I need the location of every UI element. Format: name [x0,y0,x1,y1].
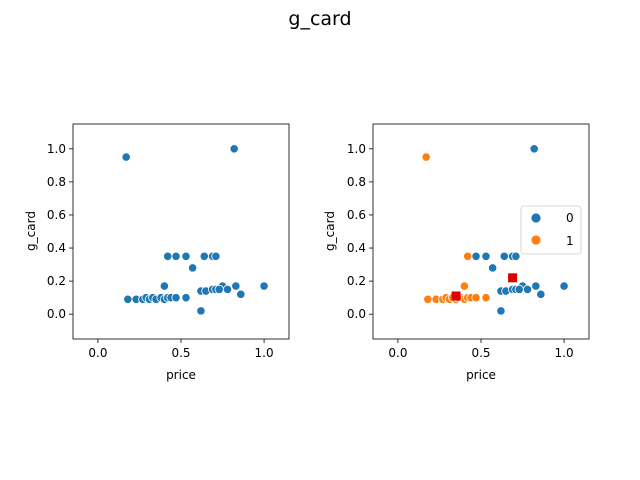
data-point-series-0 [514,284,524,294]
data-point-series-0 [259,281,269,291]
y-axis-label-left: g_card [24,211,38,251]
data-point-series-0 [171,251,181,261]
data-point-series-0 [471,251,481,261]
data-point-series-0 [222,284,233,294]
data-point-series-0 [481,251,491,261]
data-point-series-0 [229,144,239,154]
y-ticks-right: 0.0 0.2 0.4 0.6 0.8 1.0 [347,142,373,321]
centroids-layer-right [451,273,518,301]
data-point-series-0 [171,293,181,303]
data-point-series-1 [471,293,481,303]
y-axis-label-right: g_card [323,211,337,251]
data-point-series-0 [123,294,133,304]
y-tick-label: 0.4 [47,241,66,255]
data-point-series-0 [199,251,209,261]
y-tick-label: 0.4 [347,241,366,255]
x-tick-label: 0.5 [171,346,190,360]
data-point-series-0 [211,251,221,261]
x-ticks-left: 0.0 0.5 1.0 [88,339,274,360]
y-tick-label: 0.8 [347,175,366,189]
figure-title: g_card [288,8,351,30]
plot-frame-right [372,123,590,340]
x-tick-label: 0.0 [88,346,107,360]
legend-label-1: 1 [566,234,574,248]
x-axis-label-right: price [466,368,496,382]
data-point-series-0 [522,284,533,294]
data-point-series-0 [531,281,541,291]
data-point-series-0 [214,284,224,294]
data-point-series-0 [121,152,131,162]
data-point-series-0 [496,306,506,316]
y-tick-label: 0.6 [347,208,366,222]
data-point-series-1 [463,251,473,261]
data-point-series-0 [236,289,246,299]
y-tick-label: 0.8 [47,175,66,189]
y-ticks-left: 0.0 0.2 0.4 0.6 0.8 1.0 [47,142,73,321]
data-point-series-0 [196,306,206,316]
centroid-marker [508,273,518,283]
x-tick-label: 0.5 [471,346,490,360]
data-point-series-0 [188,263,198,273]
data-point-series-0 [511,251,521,261]
x-axis-label-left: price [166,368,196,382]
x-ticks-right: 0.0 0.5 1.0 [388,339,574,360]
y-tick-label: 0.2 [347,274,366,288]
plot-frame-left [72,123,290,340]
plot-area-left [73,124,289,339]
data-point-series-0 [231,281,241,291]
y-tick-label: 0.6 [47,208,66,222]
data-point-series-0 [488,263,498,273]
data-point-series-0 [181,251,191,261]
x-tick-label: 0.0 [388,346,407,360]
y-tick-label: 1.0 [47,142,66,156]
centroid-marker [451,291,461,301]
x-tick-label: 1.0 [255,346,274,360]
x-tick-label: 1.0 [555,346,574,360]
data-point-series-0 [181,293,191,303]
data-point-series-1 [423,294,433,304]
data-point-series-0 [163,251,173,261]
legend: 0 1 [520,205,582,255]
scatter-plot-left: 0.0 0.5 1.0 0.0 0.2 0.4 0.6 0.8 1.0 price g_car… [24,123,290,382]
legend-marker-0 [530,212,542,224]
y-tick-label: 1.0 [347,142,366,156]
points-layer-left [121,144,269,316]
data-point-series-0 [536,289,546,299]
data-point-series-0 [529,144,539,154]
data-point-series-1 [481,293,491,303]
data-point-series-1 [421,152,431,162]
legend-label-0: 0 [566,211,574,225]
legend-marker-1 [530,234,542,246]
y-tick-label: 0.2 [47,274,66,288]
points-layer-right [421,144,569,316]
data-point-series-0 [159,281,169,291]
data-point-series-0 [559,281,569,291]
y-tick-label: 0.0 [47,307,66,321]
data-point-series-0 [499,251,509,261]
scatter-plot-right: 0.0 0.5 1.0 0.0 0.2 0.4 0.6 0.8 1.0 price g_car… [323,123,590,382]
y-tick-label: 0.0 [347,307,366,321]
data-point-series-1 [459,281,469,291]
